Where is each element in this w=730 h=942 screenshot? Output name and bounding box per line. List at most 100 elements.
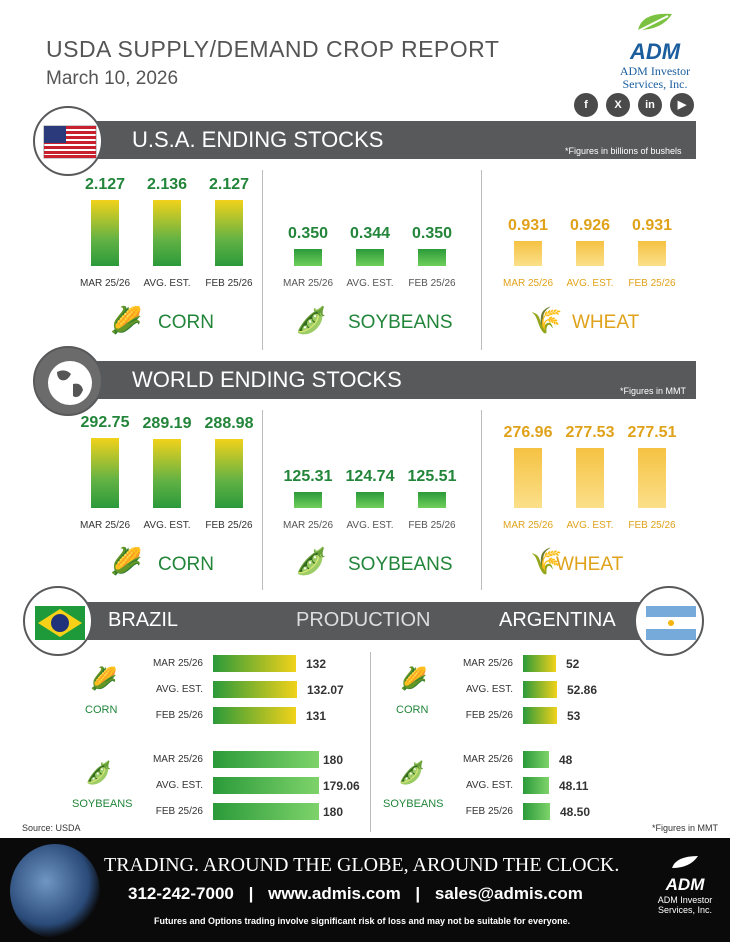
hbar-value-label: 48.50	[560, 805, 591, 819]
hbar	[213, 655, 296, 672]
bar-value-label: 0.350	[411, 225, 453, 242]
hbar-value-label: 48	[559, 753, 573, 767]
bar	[91, 200, 119, 266]
hbar	[523, 777, 549, 794]
bar-category-label: AVG. EST.	[143, 520, 191, 531]
footer-email[interactable]: sales@admis.com	[434, 884, 583, 903]
logo-sub2: Services, Inc.	[622, 77, 688, 91]
hbar-value-label: 52	[566, 657, 580, 671]
hbar	[523, 707, 557, 724]
footer-logo-sub1: ADM Investor	[657, 895, 713, 905]
wheat-icon: 🌾	[530, 305, 563, 335]
youtube-icon[interactable]: ▶	[670, 93, 694, 117]
argentina-corn-label: CORN	[396, 704, 429, 716]
bar-category-label: FEB 25/26	[408, 520, 456, 531]
bar-value-label: 0.344	[349, 225, 391, 242]
bar-value-label: 292.75	[80, 414, 130, 431]
bar-category-label: MAR 25/26	[502, 278, 554, 289]
footer-contacts: 312-242-7000 | www.admis.com | sales@adm…	[128, 884, 583, 904]
footer-logo: ADM ADM Investor Services, Inc.	[650, 854, 720, 915]
bar-category-label: FEB 25/26	[205, 520, 253, 531]
soybean-icon: 🫛	[295, 305, 328, 335]
bar-value-label: 125.51	[407, 468, 457, 485]
usa-flag-circle	[33, 106, 103, 176]
usa-corn-label: CORN	[158, 312, 214, 333]
bar	[215, 439, 243, 508]
bar-value-label: 0.350	[287, 225, 329, 242]
mmt-note: *Figures in MMT	[652, 823, 719, 833]
footer-web[interactable]: www.admis.com	[268, 884, 401, 903]
page-title: USDA SUPPLY/DEMAND CROP REPORT	[46, 36, 500, 62]
divider	[262, 170, 263, 350]
row-label: AVG. EST.	[155, 780, 203, 791]
bar-category-label: FEB 25/26	[408, 278, 456, 289]
adm-logo: ADM ADM Investor Services, Inc.	[600, 10, 710, 91]
bar-value-label: 277.53	[565, 424, 615, 441]
footer-disclaimer: Futures and Options trading involve sign…	[154, 916, 571, 926]
argentina-flag-circle	[634, 586, 704, 656]
hbar	[213, 751, 319, 768]
brazil-flag-circle	[23, 586, 93, 656]
corn-icon: 🌽	[110, 546, 143, 576]
bar-value-label: 2.136	[146, 176, 188, 193]
divider	[481, 170, 482, 350]
leaf-icon	[635, 13, 672, 33]
hbar	[213, 777, 319, 794]
row-label: AVG. EST.	[465, 780, 513, 791]
brazil-title: BRAZIL	[108, 609, 179, 631]
bar	[418, 492, 446, 508]
bar-value-label: 0.931	[631, 217, 673, 234]
bar	[356, 492, 384, 508]
divider	[481, 410, 482, 590]
bar-value-label: 0.926	[569, 217, 611, 234]
hbar-value-label: 48.11	[559, 779, 589, 793]
hbar	[523, 751, 549, 768]
row-label: MAR 25/26	[152, 754, 203, 765]
usa-soy-label: SOYBEANS	[348, 312, 453, 333]
row-label: FEB 25/26	[155, 710, 203, 721]
bar	[153, 200, 181, 266]
bar-value-label: 2.127	[84, 176, 126, 193]
usa-title: U.S.A. ENDING STOCKS	[132, 127, 384, 152]
divider	[370, 652, 371, 832]
row-label: FEB 25/26	[155, 806, 203, 817]
footer-phone[interactable]: 312-242-7000	[128, 884, 234, 903]
bar-category-label: AVG. EST.	[566, 520, 614, 531]
hbar-value-label: 131	[306, 709, 327, 723]
soybean-icon: 🫛	[85, 760, 113, 785]
usa-flag-icon	[43, 125, 97, 159]
bar-category-label: FEB 25/26	[628, 278, 676, 289]
brazil-corn-label: CORN	[85, 704, 118, 716]
bar-value-label: 288.98	[204, 415, 254, 432]
bar-value-label: 0.931	[507, 217, 549, 234]
row-label: MAR 25/26	[462, 754, 513, 765]
bar	[576, 448, 604, 508]
facebook-icon[interactable]: f	[574, 93, 598, 117]
bar	[91, 438, 119, 508]
usa-note: *Figures in billions of bushels	[565, 146, 682, 156]
hbar-value-label: 179.06	[323, 779, 360, 793]
globe-icon	[48, 361, 92, 405]
footer-logo-wordmark: ADM	[665, 875, 705, 894]
hbar	[523, 681, 557, 698]
x-icon[interactable]: X	[606, 93, 630, 117]
bar	[514, 241, 542, 266]
bar-category-label: AVG. EST.	[143, 278, 191, 289]
leaf-icon	[672, 856, 698, 868]
row-label: AVG. EST.	[465, 684, 513, 695]
bar	[294, 249, 322, 266]
usa-wheat-label: WHEAT	[572, 312, 640, 333]
bar	[294, 492, 322, 508]
hbar-value-label: 132	[306, 657, 327, 671]
linkedin-icon[interactable]: in	[638, 93, 662, 117]
row-label: AVG. EST.	[155, 684, 203, 695]
soybean-icon: 🫛	[295, 546, 328, 576]
world-wheat-label: WHEAT	[556, 554, 624, 575]
hbar-value-label: 180	[323, 805, 344, 819]
bar-value-label: 276.96	[503, 424, 553, 441]
world-soy-label: SOYBEANS	[348, 554, 453, 575]
bar-value-label: 289.19	[142, 415, 192, 432]
production-banner	[60, 602, 672, 640]
row-label: FEB 25/26	[465, 806, 513, 817]
row-label: MAR 25/26	[152, 658, 203, 669]
